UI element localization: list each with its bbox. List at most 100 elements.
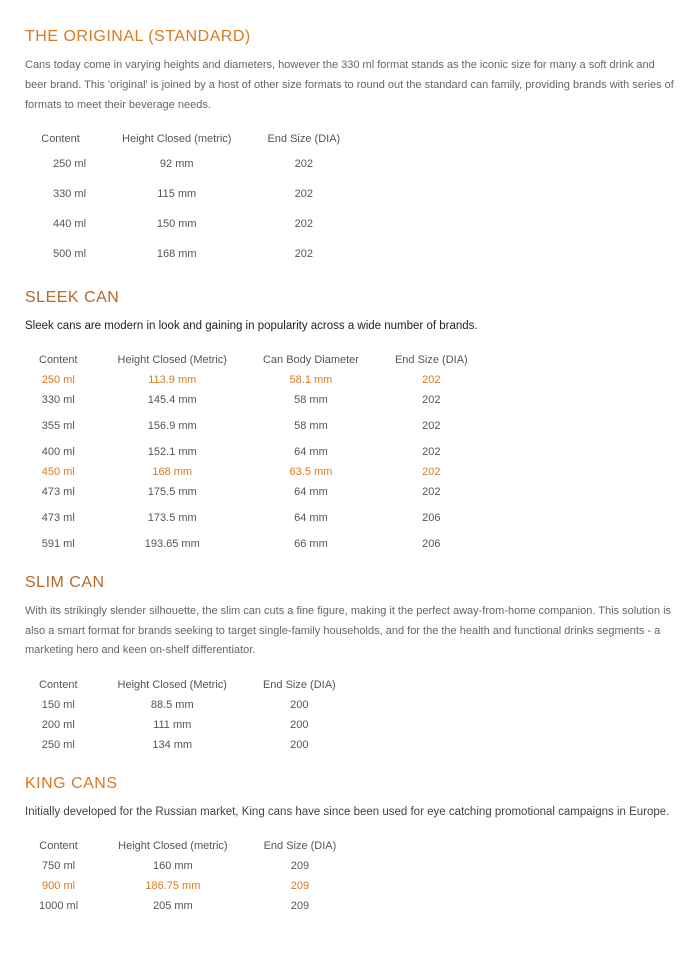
table-row: 355 ml156.9 mm58 mm202	[35, 410, 486, 436]
table-row: 440 ml150 mm202	[35, 209, 358, 239]
table-cell: 156.9 mm	[100, 410, 245, 436]
table-cell: 209	[246, 856, 355, 876]
table-cell: 330 ml	[35, 179, 104, 209]
table-row: 250 ml113.9 mm58.1 mm202	[35, 370, 486, 390]
table-cell: 200	[245, 735, 354, 755]
table-sleek: ContentHeight Closed (Metric)Can Body Di…	[35, 350, 486, 554]
column-header: End Size (DIA)	[249, 129, 358, 149]
table-cell: 473 ml	[35, 482, 100, 502]
table-cell: 58 mm	[245, 410, 377, 436]
table-cell: 58.1 mm	[245, 370, 377, 390]
table-row: 591 ml193.65 mm66 mm206	[35, 528, 486, 554]
table-cell: 250 ml	[35, 149, 104, 179]
table-king: ContentHeight Closed (metric)End Size (D…	[35, 836, 354, 916]
desc-slim: With its strikingly slender silhouette, …	[25, 602, 675, 661]
table-cell: 150 mm	[104, 209, 249, 239]
column-header: Height Closed (metric)	[104, 129, 249, 149]
heading-sleek: SLEEK CAN	[25, 289, 675, 307]
table-cell: 202	[377, 390, 486, 410]
table-cell: 58 mm	[245, 390, 377, 410]
table-cell: 160 mm	[100, 856, 245, 876]
table-cell: 92 mm	[104, 149, 249, 179]
table-cell: 64 mm	[245, 482, 377, 502]
table-row: 250 ml92 mm202	[35, 149, 358, 179]
heading-original: THE ORIGINAL (STANDARD)	[25, 28, 675, 46]
desc-king: Initially developed for the Russian mark…	[25, 803, 675, 821]
table-row: 450 ml168 mm63.5 mm202	[35, 462, 486, 482]
table-row: 200 ml111 mm200	[35, 715, 354, 735]
table-cell: 330 ml	[35, 390, 100, 410]
column-header: End Size (DIA)	[245, 675, 354, 695]
column-header: Height Closed (Metric)	[100, 675, 245, 695]
table-cell: 250 ml	[35, 735, 100, 755]
table-cell: 173.5 mm	[100, 502, 245, 528]
table-cell: 473 ml	[35, 502, 100, 528]
column-header: Content	[35, 350, 100, 370]
table-cell: 168 mm	[104, 239, 249, 269]
table-cell: 64 mm	[245, 502, 377, 528]
table-cell: 202	[377, 462, 486, 482]
table-cell: 209	[246, 876, 355, 896]
table-cell: 750 ml	[35, 856, 100, 876]
section-slim: SLIM CAN With its strikingly slender sil…	[25, 574, 675, 755]
table-row: 900 ml186.75 mm209	[35, 876, 354, 896]
table-cell: 113.9 mm	[100, 370, 245, 390]
table-cell: 500 ml	[35, 239, 104, 269]
table-cell: 209	[246, 896, 355, 916]
table-row: 400 ml152.1 mm64 mm202	[35, 436, 486, 462]
table-row: 1000 ml205 mm209	[35, 896, 354, 916]
table-cell: 900 ml	[35, 876, 100, 896]
table-row: 473 ml175.5 mm64 mm202	[35, 482, 486, 502]
column-header: Content	[35, 675, 100, 695]
table-cell: 200 ml	[35, 715, 100, 735]
table-row: 330 ml145.4 mm58 mm202	[35, 390, 486, 410]
heading-slim: SLIM CAN	[25, 574, 675, 592]
table-row: 150 ml88.5 mm200	[35, 695, 354, 715]
table-cell: 186.75 mm	[100, 876, 245, 896]
column-header: Height Closed (Metric)	[100, 350, 245, 370]
table-cell: 355 ml	[35, 410, 100, 436]
table-cell: 202	[249, 149, 358, 179]
table-cell: 200	[245, 715, 354, 735]
table-cell: 450 ml	[35, 462, 100, 482]
table-row: 500 ml168 mm202	[35, 239, 358, 269]
column-header: End Size (DIA)	[246, 836, 355, 856]
section-sleek: SLEEK CAN Sleek cans are modern in look …	[25, 289, 675, 553]
section-original: THE ORIGINAL (STANDARD) Cans today come …	[25, 28, 675, 269]
table-cell: 63.5 mm	[245, 462, 377, 482]
table-cell: 193.65 mm	[100, 528, 245, 554]
table-cell: 152.1 mm	[100, 436, 245, 462]
table-cell: 200	[245, 695, 354, 715]
table-cell: 400 ml	[35, 436, 100, 462]
table-cell: 205 mm	[100, 896, 245, 916]
table-cell: 591 ml	[35, 528, 100, 554]
table-row: 330 ml115 mm202	[35, 179, 358, 209]
column-header: Height Closed (metric)	[100, 836, 245, 856]
desc-sleek: Sleek cans are modern in look and gainin…	[25, 317, 675, 335]
table-cell: 202	[249, 209, 358, 239]
table-cell: 168 mm	[100, 462, 245, 482]
table-cell: 206	[377, 502, 486, 528]
table-cell: 202	[377, 370, 486, 390]
table-cell: 202	[249, 179, 358, 209]
table-cell: 202	[377, 436, 486, 462]
table-cell: 206	[377, 528, 486, 554]
column-header: Can Body Diameter	[245, 350, 377, 370]
table-cell: 440 ml	[35, 209, 104, 239]
table-cell: 145.4 mm	[100, 390, 245, 410]
heading-king: KING CANS	[25, 775, 675, 793]
table-cell: 202	[249, 239, 358, 269]
table-cell: 150 ml	[35, 695, 100, 715]
table-cell: 66 mm	[245, 528, 377, 554]
table-row: 250 ml134 mm200	[35, 735, 354, 755]
table-original: ContentHeight Closed (metric)End Size (D…	[35, 129, 358, 269]
table-cell: 202	[377, 410, 486, 436]
table-cell: 175.5 mm	[100, 482, 245, 502]
table-cell: 111 mm	[100, 715, 245, 735]
table-row: 750 ml160 mm209	[35, 856, 354, 876]
table-cell: 250 ml	[35, 370, 100, 390]
table-cell: 134 mm	[100, 735, 245, 755]
table-cell: 64 mm	[245, 436, 377, 462]
column-header: Content	[35, 129, 104, 149]
table-cell: 115 mm	[104, 179, 249, 209]
